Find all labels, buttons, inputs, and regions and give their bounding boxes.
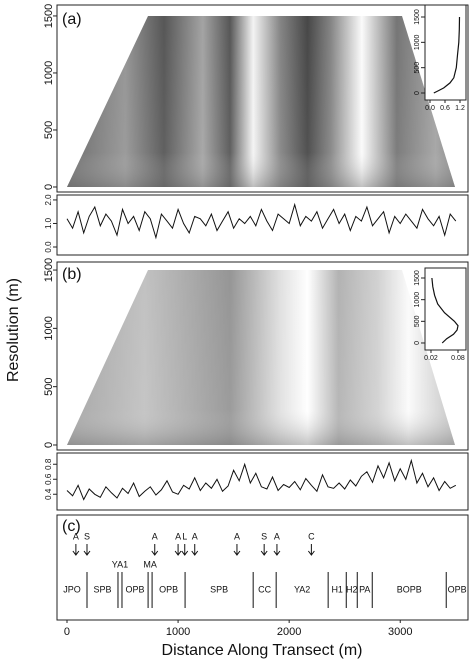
x-tick-label: 0.02 bbox=[424, 355, 438, 362]
wavelet-shade bbox=[67, 270, 455, 445]
event-arrow bbox=[260, 544, 268, 556]
segment-label: OPB bbox=[159, 584, 178, 594]
panel-label: (b) bbox=[62, 266, 82, 283]
y-tick-label: 500 bbox=[43, 377, 55, 395]
panel-label: (c) bbox=[62, 518, 81, 535]
event-label: L bbox=[182, 531, 187, 541]
segment-label: JPO bbox=[63, 584, 81, 594]
event-label: C bbox=[308, 531, 315, 541]
segment-label: OPB bbox=[448, 584, 467, 594]
wavelet-shade bbox=[67, 16, 455, 187]
segment-label: SPB bbox=[210, 584, 228, 594]
event-arrow bbox=[72, 544, 80, 556]
event-label: S bbox=[84, 531, 90, 541]
panel-frame bbox=[56, 514, 469, 621]
event-arrow bbox=[191, 544, 199, 556]
event-arrow bbox=[174, 544, 182, 556]
x-tick-label: 0.0 bbox=[425, 105, 435, 112]
panel-frame bbox=[56, 261, 469, 451]
segment-label: YA1 bbox=[112, 559, 128, 569]
y-tick-label: 500 bbox=[414, 315, 421, 327]
y-tick-label: 500 bbox=[414, 62, 421, 74]
event-arrow bbox=[273, 544, 281, 556]
event-label: A bbox=[192, 531, 198, 541]
panel-frame bbox=[56, 194, 469, 256]
event-label: A bbox=[73, 531, 79, 541]
x-tick-label: 1000 bbox=[166, 626, 190, 638]
y-tick-label: 1000 bbox=[414, 34, 421, 50]
y-tick-label: 1500 bbox=[43, 258, 55, 282]
y-tick-label: 0 bbox=[414, 341, 421, 345]
signal-line bbox=[66, 202, 457, 240]
x-tick-label: 0 bbox=[64, 626, 70, 638]
y-tick-label: 0.8 bbox=[44, 458, 53, 470]
y-axis-label: Resolution (m) bbox=[5, 278, 22, 382]
event-arrow bbox=[83, 544, 91, 556]
segment-label: MA bbox=[143, 559, 157, 569]
x-tick-label: 0.08 bbox=[451, 355, 465, 362]
event-arrow bbox=[233, 544, 241, 556]
segment-label: OPB bbox=[126, 584, 145, 594]
segment-label: H2 bbox=[346, 584, 358, 594]
inset-bg bbox=[425, 268, 466, 350]
event-label: A bbox=[234, 531, 240, 541]
segment-label: H1 bbox=[331, 584, 343, 594]
y-tick-label: 1500 bbox=[43, 4, 55, 28]
event-label: S bbox=[261, 531, 267, 541]
segment-label: PA bbox=[359, 584, 370, 594]
y-tick-label: 0.0 bbox=[44, 241, 53, 253]
x-tick-label: 1.2 bbox=[455, 105, 465, 112]
inset-curve bbox=[431, 277, 459, 344]
segment-label: SPB bbox=[93, 584, 111, 594]
y-tick-label: 0 bbox=[43, 184, 55, 190]
panel-label: (a) bbox=[62, 11, 82, 28]
y-tick-label: 0.6 bbox=[44, 473, 53, 485]
y-tick-label: 1500 bbox=[414, 270, 421, 286]
y-tick-label: 1000 bbox=[414, 292, 421, 308]
event-label: A bbox=[175, 531, 181, 541]
segment-label: BOPB bbox=[397, 584, 422, 594]
panel-frame bbox=[424, 267, 467, 351]
y-tick-label: 1.0 bbox=[44, 217, 53, 229]
y-tick-label: 1000 bbox=[43, 61, 55, 85]
y-tick-label: 500 bbox=[43, 121, 55, 139]
event-arrow bbox=[181, 544, 189, 556]
x-tick-label: 2000 bbox=[277, 626, 301, 638]
y-tick-label: 0 bbox=[414, 91, 421, 95]
y-tick-label: 2.0 bbox=[44, 194, 53, 206]
y-tick-label: 0.4 bbox=[44, 488, 53, 500]
event-arrow bbox=[307, 544, 315, 556]
segment-label: YA2 bbox=[294, 584, 310, 594]
event-arrow bbox=[151, 544, 159, 556]
inset-curve bbox=[433, 16, 461, 94]
segment-label: CC bbox=[258, 584, 271, 594]
event-label: A bbox=[152, 531, 158, 541]
y-tick-label: 0 bbox=[43, 442, 55, 448]
x-axis-label: Distance Along Transect (m) bbox=[162, 642, 363, 659]
panel-frame bbox=[56, 4, 469, 193]
y-tick-label: 1000 bbox=[43, 316, 55, 340]
event-label: A bbox=[274, 531, 280, 541]
x-tick-label: 3000 bbox=[388, 626, 412, 638]
panel-frame bbox=[56, 452, 469, 511]
y-tick-label: 1500 bbox=[414, 9, 421, 25]
x-tick-label: 0.6 bbox=[440, 105, 450, 112]
signal-line bbox=[66, 458, 457, 501]
